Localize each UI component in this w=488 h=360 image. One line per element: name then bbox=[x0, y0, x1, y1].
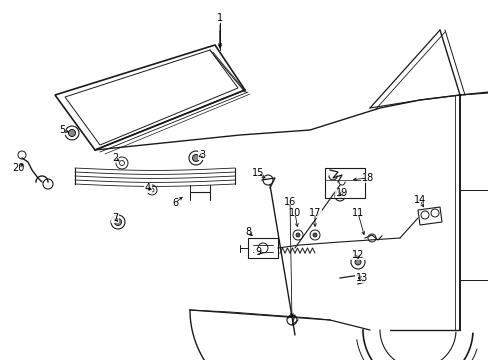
Text: 8: 8 bbox=[244, 227, 250, 237]
Text: 10: 10 bbox=[288, 208, 301, 218]
Text: 15: 15 bbox=[251, 168, 264, 178]
Text: 11: 11 bbox=[351, 208, 364, 218]
Circle shape bbox=[354, 259, 360, 265]
Text: 3: 3 bbox=[199, 150, 204, 160]
Text: 1: 1 bbox=[217, 13, 223, 23]
Text: 13: 13 bbox=[355, 273, 367, 283]
Circle shape bbox=[68, 130, 75, 136]
Text: 7: 7 bbox=[112, 213, 118, 223]
Circle shape bbox=[114, 219, 121, 225]
Text: 20: 20 bbox=[12, 163, 24, 173]
Circle shape bbox=[312, 233, 316, 237]
Text: 2: 2 bbox=[112, 153, 118, 163]
Circle shape bbox=[192, 154, 199, 162]
Text: 14: 14 bbox=[413, 195, 425, 205]
Text: 16: 16 bbox=[284, 197, 296, 207]
Text: 17: 17 bbox=[308, 208, 321, 218]
Text: 4: 4 bbox=[144, 183, 151, 193]
Text: 18: 18 bbox=[361, 173, 373, 183]
Text: 12: 12 bbox=[351, 250, 364, 260]
Circle shape bbox=[337, 194, 341, 198]
Circle shape bbox=[295, 233, 299, 237]
Text: 5: 5 bbox=[59, 125, 65, 135]
Text: 6: 6 bbox=[172, 198, 178, 208]
Text: 9: 9 bbox=[254, 247, 261, 257]
Text: 19: 19 bbox=[335, 188, 347, 198]
